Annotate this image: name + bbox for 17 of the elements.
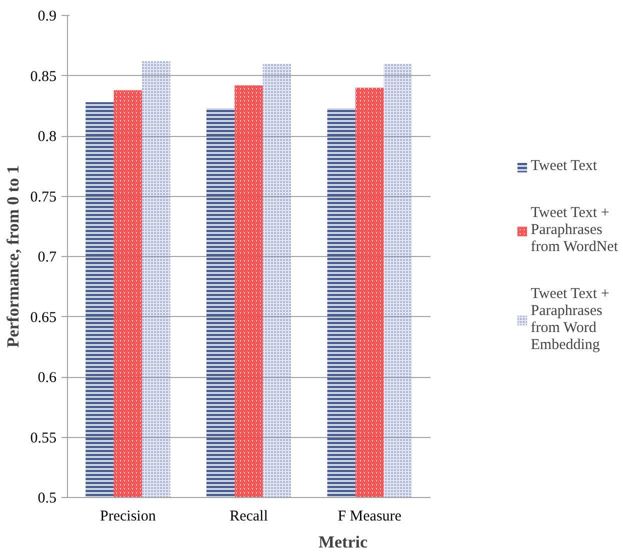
y-tick-label: 0.55 <box>30 430 56 446</box>
y-tick-label: 0.5 <box>38 490 56 506</box>
x-axis-title: Metric <box>318 532 368 552</box>
legend-label: Tweet Text <box>530 158 598 175</box>
y-tick-label: 0.85 <box>30 68 56 85</box>
x-tick-label: F Measure <box>338 508 402 524</box>
y-tick-label: 0.9 <box>38 8 56 24</box>
x-tick-label: Recall <box>230 508 268 524</box>
legend-label: Tweet Text + Paraphrases from Word Embedding <box>530 286 610 354</box>
legend-label: Tweet Text + Paraphrases from WordNet <box>530 205 618 256</box>
y-tick-label: 0.8 <box>38 129 56 145</box>
y-tick-label: 0.6 <box>38 370 57 386</box>
y-tick-label: 0.65 <box>30 310 56 326</box>
y-axis-title: Performance, from 0 to 1 <box>3 165 22 348</box>
y-tick-label: 0.7 <box>38 250 57 266</box>
x-tick-label: Precision <box>100 508 156 524</box>
y-tick-label: 0.75 <box>30 189 56 206</box>
